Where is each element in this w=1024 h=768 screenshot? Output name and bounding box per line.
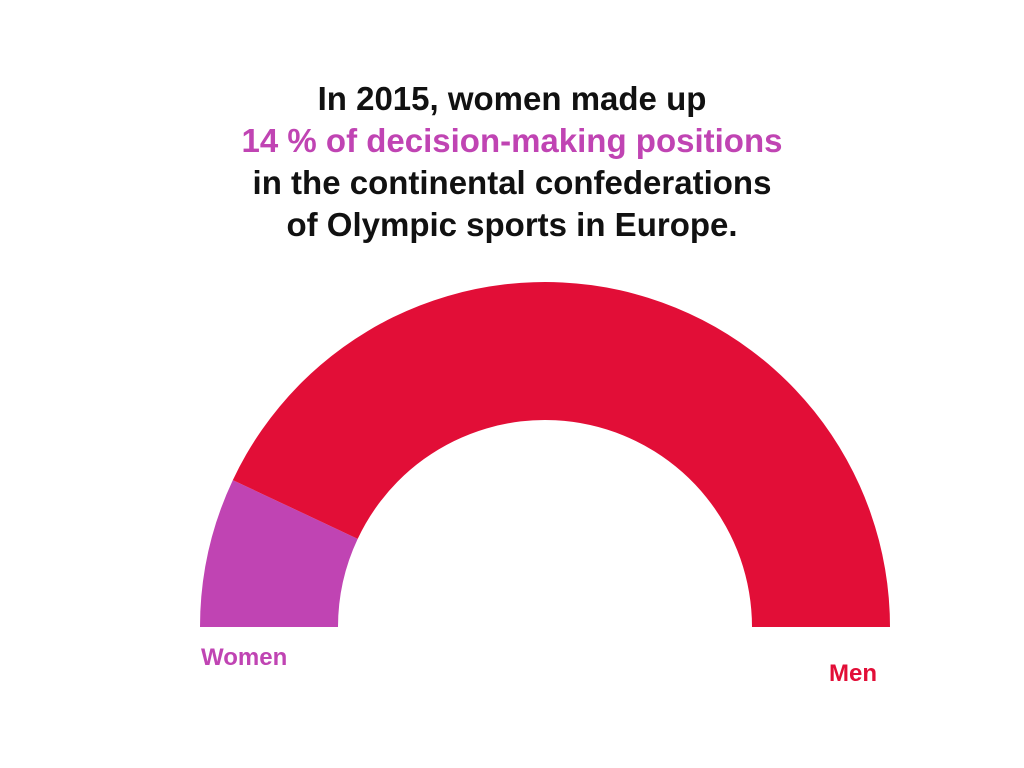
- title-line-1: In 2015, women made up: [317, 80, 707, 117]
- men-segment: [232, 282, 891, 627]
- title-line-4: of Olympic sports in Europe.: [286, 206, 738, 243]
- chart-title: In 2015, women made up 14 % of decision-…: [0, 78, 1024, 246]
- title-line-3: in the continental confederations: [252, 164, 772, 201]
- men-label: Men: [829, 660, 877, 687]
- women-segment: [200, 480, 358, 627]
- title-line-highlight: 14 % of decision-making positions: [241, 122, 783, 159]
- women-label: Women: [201, 644, 288, 671]
